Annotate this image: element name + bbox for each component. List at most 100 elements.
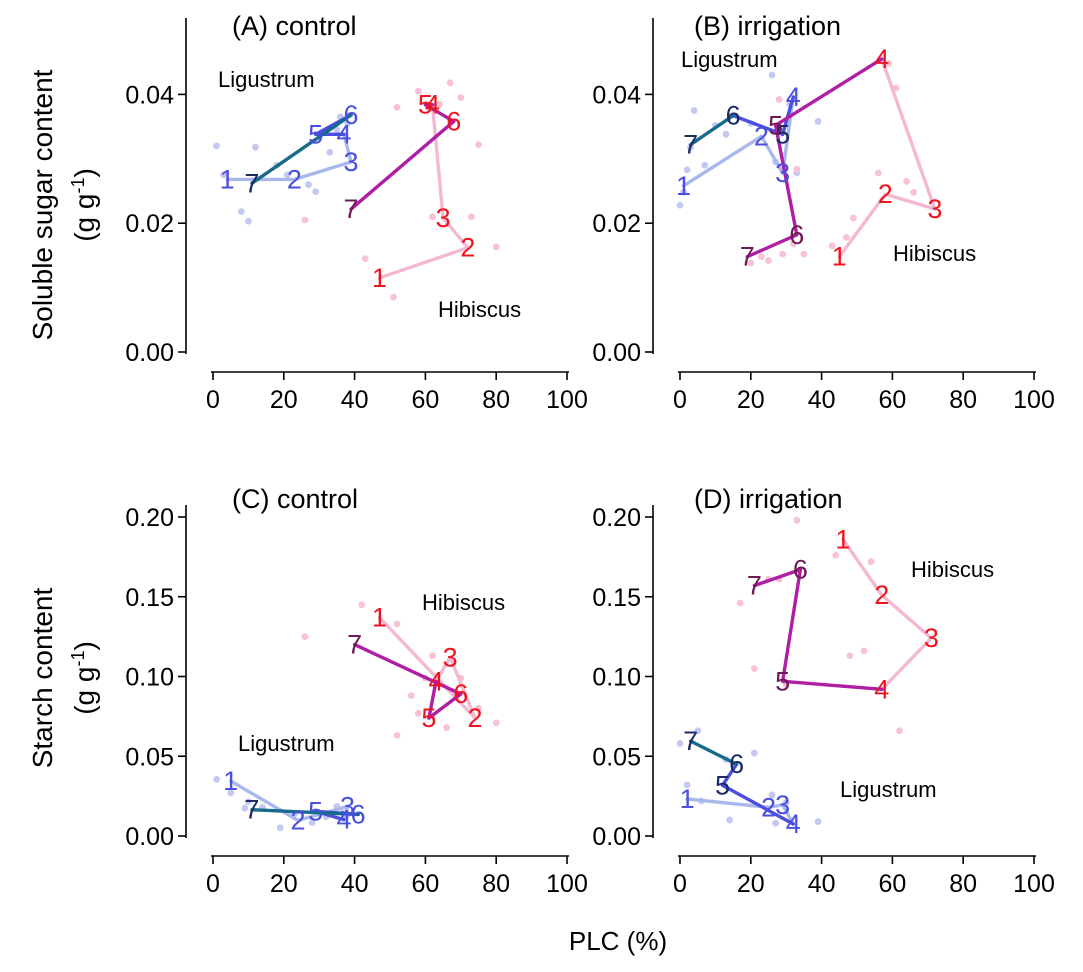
scatter-point-ligustrum (312, 188, 320, 196)
series-segment-ligustrum (688, 113, 735, 147)
panel-c-control-starch: (C) control 0.00 0.05 0.10 0.15 0.20 0 20 40 60 80… (125, 484, 588, 898)
panel-title: (D) irrigation (694, 484, 843, 514)
point-label-ligustrum-6: 6 (729, 749, 744, 779)
series-segment-hibiscus (448, 655, 477, 720)
point-label-ligustrum-4: 4 (786, 809, 801, 839)
point-label-hibiscus-2: 2 (878, 179, 893, 209)
y-axis-label-sugar-unit: (g g-1) (68, 168, 100, 242)
point-label-hibiscus-3: 3 (443, 642, 458, 672)
point-label-ligustrum-6: 6 (726, 101, 741, 131)
point-label-ligustrum-6: 6 (351, 799, 366, 829)
scatter-point-ligustrum (768, 791, 776, 799)
point-label-ligustrum-2: 2 (754, 121, 769, 151)
point-label-ligustrum-5: 5 (775, 119, 790, 149)
series-segment-ligustrum (688, 739, 739, 766)
scatter-point-hibiscus (414, 709, 422, 717)
point-label-hibiscus-6: 6 (793, 555, 808, 585)
x-tick-label: 0 (673, 386, 687, 414)
scatter-point-hibiscus (867, 558, 875, 566)
x-tick-label: 20 (270, 386, 298, 414)
scatter-point-ligustrum (683, 781, 691, 789)
scatter-point-hibiscus (793, 165, 801, 173)
y-tick-label: 0.04 (125, 81, 174, 109)
series-segment-hibiscus (377, 245, 470, 280)
species-annotation: Hibiscus (911, 557, 994, 582)
series-segment-hibiscus (780, 567, 803, 683)
y-axis-label-sugar-line1: Soluble sugar content (27, 69, 58, 340)
y-tick-label: 0.15 (592, 584, 641, 612)
y-tick-label: 0.02 (125, 210, 174, 238)
series-segment-hibiscus (773, 123, 799, 237)
x-tick-label: 0 (206, 870, 220, 898)
point-label-ligustrum-2: 2 (290, 805, 305, 835)
series-segment-ligustrum (685, 797, 771, 809)
point-label-hibiscus-5: 5 (768, 110, 783, 140)
species-annotation: Ligustrum (218, 67, 315, 92)
point-label-ligustrum-6: 6 (344, 100, 359, 130)
series-segment-ligustrum (250, 807, 360, 817)
scatter-point-ligustrum (694, 727, 702, 735)
point-label-hibiscus-7: 7 (347, 630, 362, 660)
point-label-ligustrum-1: 1 (223, 766, 238, 796)
series-segment-ligustrum (759, 134, 785, 175)
x-tick-label: 60 (878, 386, 906, 414)
scatter-point-ligustrum (680, 188, 687, 196)
scatter-point-ligustrum (245, 798, 252, 806)
scatter-point-hibiscus (896, 727, 903, 735)
series-segment-hibiscus (349, 119, 456, 211)
panel-b-irrigation-sugar: (B) irrigation 0.00 0.02 0.04 0 20 40 60 80 100 1 2… (592, 11, 1055, 414)
scatter-point-ligustrum (283, 171, 291, 179)
point-label-ligustrum-3: 3 (340, 791, 355, 821)
y-tick-label: 0.20 (592, 504, 641, 532)
scatter-point-hibiscus (468, 213, 475, 221)
scatter-point-hibiscus (789, 240, 797, 248)
x-tick-label: 100 (546, 870, 588, 898)
point-label-hibiscus-5: 5 (418, 90, 433, 120)
scatter-point-ligustrum (750, 749, 758, 757)
point-label-hibiscus-2: 2 (874, 580, 889, 610)
series-segment-hibiscus (377, 615, 477, 720)
scatter-point-hibiscus (436, 100, 443, 108)
point-label-hibiscus-3: 3 (924, 623, 939, 653)
scatter-point-ligustrum (333, 126, 341, 134)
y-tick-label: 0.00 (592, 339, 641, 367)
scatter-point-hibiscus (874, 169, 882, 177)
scatter-point-hibiscus (779, 250, 787, 258)
scatter-point-hibiscus (750, 665, 758, 672)
point-label-ligustrum-3: 3 (775, 790, 790, 820)
scatter-point-hibiscus (301, 633, 309, 641)
y-tick-label: 0.00 (125, 339, 174, 367)
scatter-point-hibiscus (793, 516, 801, 524)
point-label-ligustrum-7: 7 (244, 168, 259, 198)
series-segment-ligustrum (228, 779, 300, 823)
series-segment-hibiscus (883, 192, 937, 211)
x-tick-label: 60 (411, 870, 439, 898)
x-tick-label: 100 (546, 386, 588, 414)
scatter-point-hibiscus (850, 214, 857, 222)
scatter-point-hibiscus (775, 96, 783, 103)
scatter-point-ligustrum (768, 71, 776, 79)
x-tick-label: 100 (1013, 386, 1055, 414)
y-tick-label: 0.05 (592, 743, 641, 771)
y-tick-label: 0.10 (125, 664, 174, 692)
y-tick-label: 0.15 (125, 584, 174, 612)
point-label-hibiscus-2: 2 (467, 703, 482, 733)
scatter-point-ligustrum (676, 740, 684, 747)
y-axis-label-starch: Starch content (g g-1) (27, 588, 100, 769)
point-label-hibiscus-7: 7 (740, 242, 755, 272)
point-label-hibiscus-6: 6 (453, 679, 468, 709)
x-tick-label: 60 (878, 870, 906, 898)
x-tick-label: 40 (808, 870, 836, 898)
scatter-point-ligustrum (814, 818, 822, 826)
panel-title: (C) control (232, 484, 358, 514)
x-tick-label: 20 (737, 386, 765, 414)
series-segment-ligustrum (720, 783, 795, 826)
scatter-point-ligustrum (305, 181, 312, 188)
y-tick-label: 0.00 (125, 823, 174, 851)
scatter-point-ligustrum (722, 130, 730, 138)
scatter-point-hibiscus (407, 692, 415, 700)
scatter-point-hibiscus (443, 724, 451, 731)
point-label-ligustrum-4: 4 (336, 119, 351, 149)
series-segment-hibiscus (745, 233, 799, 259)
